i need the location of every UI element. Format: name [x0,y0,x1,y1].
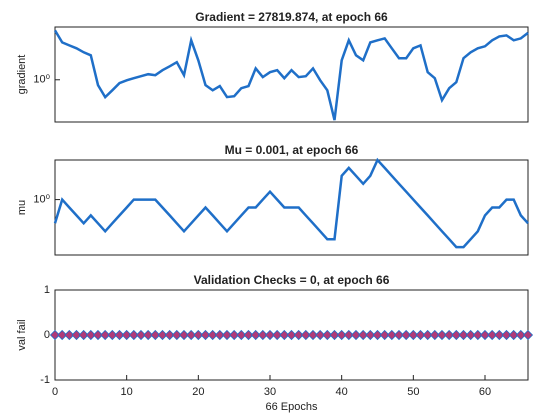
data-marker [221,329,233,341]
x-tick-label: 30 [264,386,276,398]
data-marker [358,329,369,341]
y-tick-label: 10⁰ [33,193,50,205]
data-marker [329,329,340,341]
data-marker [393,329,405,341]
data-marker [250,329,261,341]
x-tick-label: 10 [121,386,133,398]
data-marker [444,329,455,341]
data-marker [193,329,204,341]
data-marker [229,329,240,341]
data-marker [465,329,476,341]
data-marker [243,329,254,341]
chart-title: Mu = 0.001, at epoch 66 [225,143,359,157]
data-marker [501,329,512,341]
data-marker [494,329,505,341]
data-marker [379,329,390,341]
x-axis-label: 66 Epochs [266,401,318,413]
data-marker [164,329,175,341]
data-marker [171,329,182,341]
data-marker [78,329,89,341]
data-marker [315,329,326,341]
data-marker [49,329,61,341]
data-marker [157,329,168,341]
data-marker [236,329,247,341]
data-marker [135,329,147,341]
data-marker [300,329,311,341]
data-marker [92,329,104,341]
data-marker [343,329,354,341]
plot-area [54,26,529,123]
data-marker [472,329,483,341]
data-marker [186,329,197,341]
data-marker [386,329,397,341]
y-axis-label: gradient [16,55,28,95]
data-marker [272,329,283,341]
data-marker [257,329,268,341]
y-axis-label: mu [16,200,28,215]
data-marker [515,329,526,341]
data-marker [522,329,534,341]
data-marker [128,329,139,341]
data-line [53,157,529,249]
data-marker [121,329,132,341]
y-tick-label: -1 [40,374,50,386]
data-marker [372,329,383,341]
chart-title: Gradient = 27819.874, at epoch 66 [195,10,388,24]
data-marker [350,329,362,341]
data-marker [322,329,333,341]
data-marker [479,329,491,341]
data-marker [451,329,462,341]
data-marker [207,329,218,341]
data-marker [114,329,125,341]
data-marker [107,329,118,341]
y-axis-label: val fail [16,319,28,350]
data-line [53,29,529,121]
x-tick-label: 20 [192,386,204,398]
data-marker [436,329,448,341]
data-marker [508,329,519,341]
data-marker [293,329,304,341]
data-marker [365,329,376,341]
data-marker [85,329,96,341]
data-marker [422,329,433,341]
data-marker [100,329,111,341]
y-tick-label: 10⁰ [33,74,50,86]
data-marker [429,329,440,341]
x-tick-label: 40 [336,386,348,398]
data-marker [178,329,190,341]
chart-title: Validation Checks = 0, at epoch 66 [194,273,390,287]
x-tick-label: 50 [407,386,419,398]
data-marker [57,329,68,341]
data-marker [214,329,225,341]
data-marker [71,329,82,341]
data-marker [264,329,276,341]
data-marker [143,329,154,341]
data-marker [415,329,426,341]
data-marker [279,329,290,341]
data-marker [150,329,161,341]
data-marker [336,329,347,341]
data-marker [286,329,297,341]
data-marker [408,329,419,341]
x-tick-label: 0 [52,386,58,398]
data-marker [64,329,75,341]
data-marker [487,329,498,341]
data-marker [200,329,211,341]
x-tick-label: 60 [479,386,491,398]
data-marker [401,329,412,341]
data-marker [458,329,469,341]
y-tick-label: 1 [44,284,50,296]
data-marker [307,329,319,341]
y-tick-label: 0 [44,329,50,341]
